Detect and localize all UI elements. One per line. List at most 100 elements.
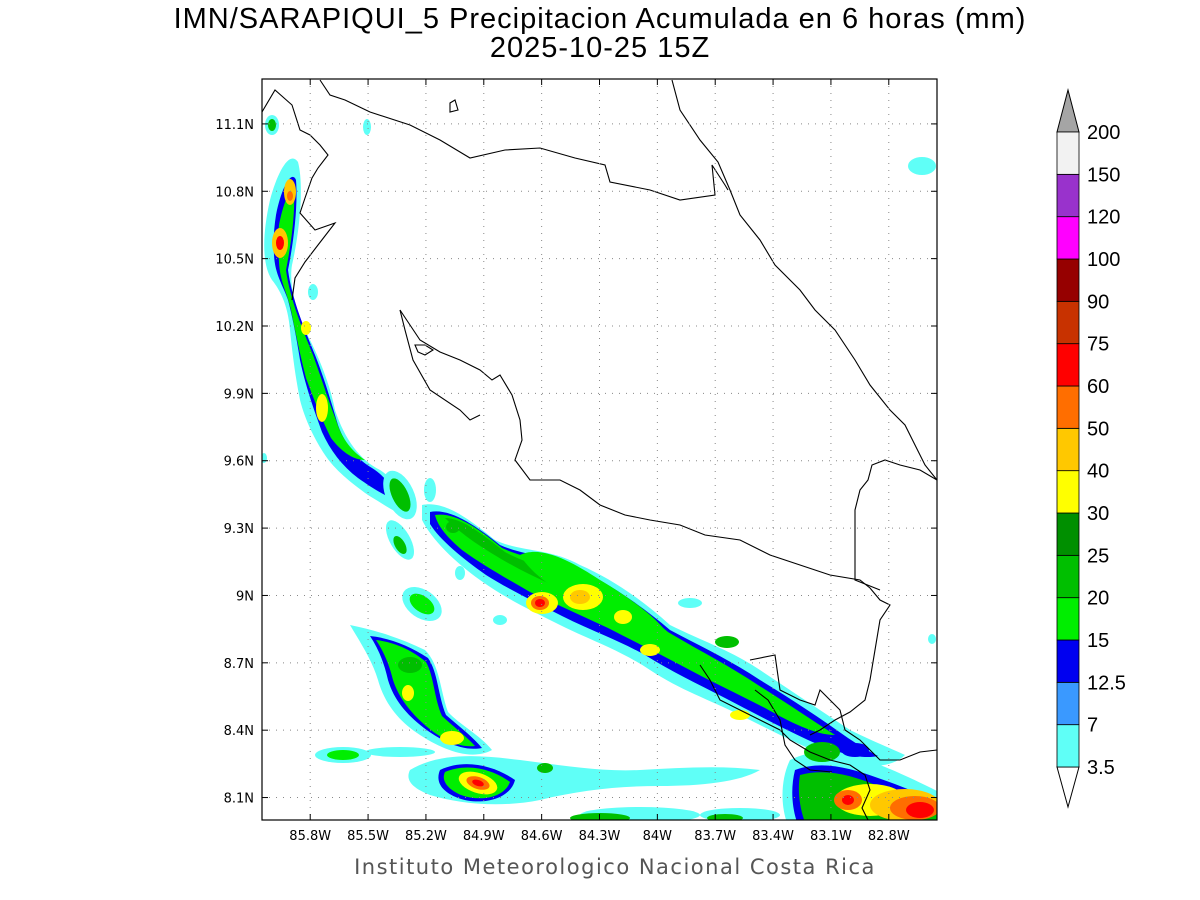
rain-core: [570, 590, 590, 604]
rain-core: [440, 731, 464, 745]
rain-band: [389, 478, 411, 512]
colorbar-label: 15: [1087, 630, 1109, 652]
rain-band: [393, 535, 407, 555]
y-tick-label: 11.1N: [215, 118, 254, 133]
rain-patch: [268, 119, 276, 131]
rain-core: [287, 191, 293, 201]
y-tick-label: 10.8N: [215, 185, 254, 200]
colorbar-label: 3.5: [1087, 757, 1115, 779]
rain-core: [842, 795, 854, 805]
colorbar-label: 200: [1087, 122, 1120, 144]
y-tick-label: 10.2N: [215, 320, 254, 335]
coastline-lake-nicaragua: [319, 79, 729, 201]
x-tick-label: 83.4W: [752, 829, 794, 844]
rain-core: [398, 657, 422, 673]
chart-subtitle-datetime: 2025-10-25 15Z: [489, 32, 711, 64]
y-tick-label: 8.1N: [224, 792, 254, 807]
y-tick-label: 9.6N: [224, 455, 254, 470]
colorbar-label: 75: [1087, 334, 1109, 356]
y-tick-label: 10.5N: [215, 253, 254, 268]
x-tick-label: 85.5W: [347, 829, 389, 844]
rain-band: [409, 593, 435, 615]
x-axis-ticks: 85.8W 85.5W 85.2W 84.9W 84.6W 84.3W 84W 83.7W 83…: [289, 79, 910, 844]
x-tick-label: 85.8W: [289, 829, 331, 844]
rain-band: [327, 750, 359, 760]
rain-band: [678, 598, 702, 608]
colorbar-swatch: [1056, 216, 1080, 260]
rain-band: [493, 615, 507, 625]
coastline-peninsula-west: [414, 344, 435, 356]
lat-lon-gridlines: [262, 79, 937, 820]
colorbar-label: 150: [1087, 164, 1120, 186]
border-panama: [749, 654, 937, 761]
coastline-pacific-south: [399, 309, 481, 421]
y-tick-label: 9.9N: [224, 387, 254, 402]
x-tick-label: 84.9W: [463, 829, 505, 844]
y-tick-label: 8.4N: [224, 724, 254, 739]
rain-core: [906, 802, 934, 818]
colorbar-swatch: [1056, 724, 1080, 768]
rain-band: [707, 814, 743, 820]
coastline-caribbean-north: [671, 79, 937, 481]
coastlines: [262, 79, 937, 820]
rain-core: [316, 394, 328, 422]
precipitation-field: [262, 115, 937, 820]
rain-patch: [308, 284, 318, 300]
colorbar-label: 40: [1087, 461, 1109, 483]
colorbar-label: 25: [1087, 545, 1109, 567]
colorbar-swatch: [1056, 681, 1080, 726]
colorbar-swatch: [1056, 512, 1080, 556]
x-tick-label: 84.6W: [521, 829, 563, 844]
rain-band: [715, 636, 739, 648]
y-tick-label: 9N: [236, 589, 254, 604]
colorbar-min-arrow: [1056, 766, 1080, 809]
colorbar-swatch: [1056, 258, 1080, 302]
footer-credit: Instituto Meteorologico Nacional Costa R…: [354, 855, 876, 879]
colorbar-swatch: [1056, 639, 1080, 683]
colorbar-label: 7: [1087, 715, 1098, 737]
rain-patch: [908, 157, 936, 175]
y-axis-ticks: 8.1N 8.4N 8.7N 9N 9.3N 9.6N 9.9N 10.2N 10.5N 10.8…: [215, 118, 937, 807]
rain-core: [276, 236, 284, 250]
colorbar-swatch: [1056, 300, 1080, 345]
coastline-nicoya: [399, 309, 891, 736]
colorbar-label: 12.5: [1087, 672, 1126, 694]
rain-band: [841, 743, 869, 757]
x-tick-label: 84W: [643, 829, 673, 844]
colorbar-label: 90: [1087, 291, 1109, 313]
rain-core: [535, 599, 545, 607]
colorbar-swatch: [1056, 597, 1080, 641]
rain-core: [301, 321, 311, 335]
colorbar-max-arrow: [1056, 88, 1080, 133]
rain-band: [804, 742, 840, 762]
y-tick-label: 8.7N: [224, 657, 254, 672]
x-tick-label: 84.3W: [579, 829, 621, 844]
rain-patch: [928, 634, 936, 644]
y-tick-label: 9.3N: [224, 522, 254, 537]
colorbar-swatch: [1056, 554, 1080, 599]
island-solentiname: [449, 99, 459, 113]
plot-frame: [261, 78, 938, 821]
rain-band: [424, 478, 436, 502]
rain-band: [455, 566, 465, 580]
colorbar-label: 30: [1087, 503, 1109, 525]
colorbar-swatch: [1056, 173, 1080, 218]
colorbar-swatch: [1056, 131, 1080, 175]
x-tick-label: 83.1W: [810, 829, 852, 844]
colorbar-label: 50: [1087, 418, 1109, 440]
colorbar-swatch: [1056, 470, 1080, 514]
rain-core: [640, 644, 660, 656]
colorbar-swatch: [1056, 427, 1080, 472]
rain-core: [446, 521, 460, 533]
colorbar-label: 120: [1087, 207, 1120, 229]
coastline-osa-inner: [754, 689, 833, 773]
coastline-osa: [699, 664, 871, 820]
rain-band: [365, 747, 435, 757]
coastline-nicaragua-pacific: [262, 89, 337, 301]
colorbar-label: 60: [1087, 376, 1109, 398]
coastline-caribbean-east: [854, 459, 937, 591]
colorbar-swatch: [1056, 385, 1080, 429]
x-tick-label: 85.2W: [405, 829, 447, 844]
x-tick-label: 83.7W: [694, 829, 736, 844]
